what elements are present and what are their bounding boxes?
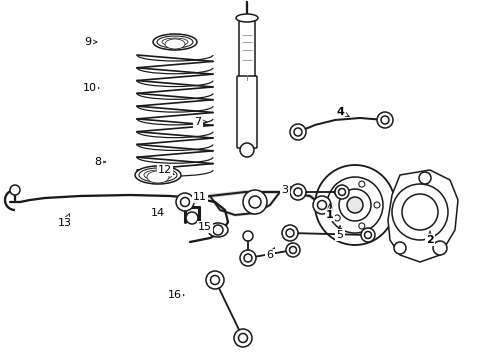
Circle shape: [359, 223, 365, 229]
Circle shape: [339, 189, 371, 221]
Circle shape: [334, 189, 340, 195]
Ellipse shape: [162, 38, 188, 46]
Text: 16: 16: [168, 290, 184, 300]
Ellipse shape: [153, 34, 197, 50]
Circle shape: [294, 188, 302, 196]
Ellipse shape: [144, 170, 172, 180]
Text: 12: 12: [158, 165, 174, 175]
Circle shape: [244, 254, 252, 262]
Circle shape: [290, 124, 306, 140]
Circle shape: [313, 196, 331, 214]
Circle shape: [402, 194, 438, 230]
Text: 14: 14: [151, 208, 165, 218]
Text: 7: 7: [195, 117, 207, 127]
Circle shape: [359, 181, 365, 187]
Circle shape: [249, 196, 261, 208]
Circle shape: [433, 241, 447, 255]
Circle shape: [347, 197, 363, 213]
Text: 4: 4: [336, 107, 349, 117]
Ellipse shape: [236, 14, 258, 22]
Circle shape: [243, 231, 253, 241]
Circle shape: [294, 128, 302, 136]
Ellipse shape: [147, 171, 169, 183]
Circle shape: [10, 185, 20, 195]
Circle shape: [335, 185, 349, 199]
Text: 6: 6: [267, 248, 274, 260]
Circle shape: [318, 201, 326, 210]
Circle shape: [282, 225, 298, 241]
Ellipse shape: [157, 36, 193, 48]
Circle shape: [213, 225, 223, 235]
Circle shape: [381, 116, 389, 124]
Text: 10: 10: [83, 83, 99, 93]
Circle shape: [286, 229, 294, 237]
Circle shape: [377, 112, 393, 128]
Circle shape: [339, 189, 345, 195]
Text: 15: 15: [198, 222, 212, 232]
Circle shape: [240, 143, 254, 157]
Circle shape: [392, 184, 448, 240]
Circle shape: [315, 165, 395, 245]
Ellipse shape: [165, 39, 185, 49]
Circle shape: [290, 247, 296, 253]
Circle shape: [286, 243, 300, 257]
Ellipse shape: [139, 168, 177, 182]
Text: 3: 3: [281, 185, 292, 195]
Circle shape: [186, 212, 198, 224]
Polygon shape: [388, 170, 458, 262]
Circle shape: [206, 271, 224, 289]
Circle shape: [361, 228, 375, 242]
Circle shape: [327, 177, 383, 233]
Circle shape: [239, 333, 247, 342]
Text: 2: 2: [426, 231, 434, 245]
Ellipse shape: [135, 166, 181, 184]
Circle shape: [419, 172, 431, 184]
Circle shape: [176, 193, 194, 211]
Circle shape: [394, 242, 406, 254]
Circle shape: [334, 215, 340, 221]
Text: 13: 13: [58, 214, 72, 228]
Circle shape: [365, 231, 371, 238]
Text: 11: 11: [193, 192, 207, 202]
FancyBboxPatch shape: [239, 21, 255, 78]
Text: 8: 8: [95, 157, 105, 167]
Circle shape: [234, 329, 252, 347]
Text: 5: 5: [337, 226, 343, 240]
Circle shape: [211, 275, 220, 284]
Circle shape: [374, 202, 380, 208]
Circle shape: [180, 198, 190, 207]
Circle shape: [243, 190, 267, 214]
Circle shape: [240, 250, 256, 266]
Text: 1: 1: [326, 204, 334, 220]
FancyBboxPatch shape: [237, 76, 257, 148]
Circle shape: [290, 184, 306, 200]
Ellipse shape: [208, 223, 228, 237]
Text: 9: 9: [84, 37, 97, 47]
